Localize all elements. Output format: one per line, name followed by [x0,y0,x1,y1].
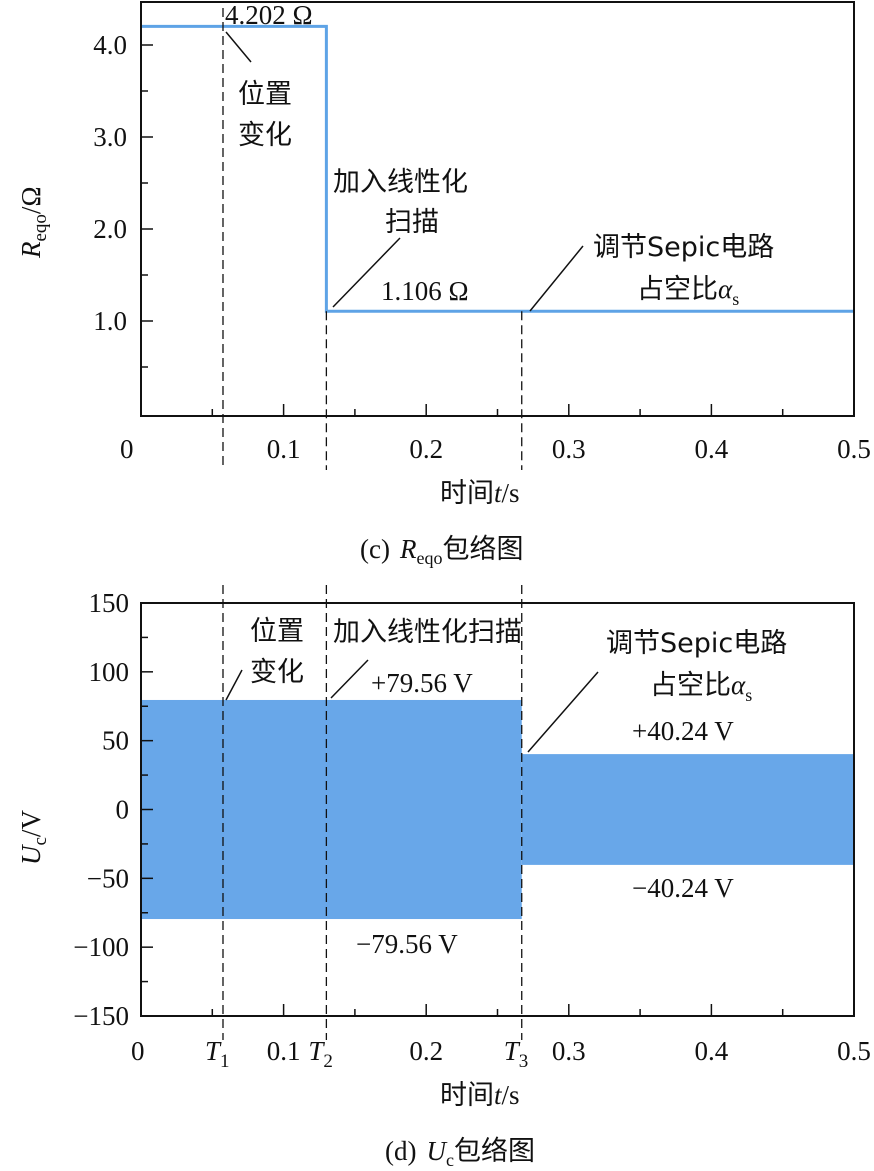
annotation-position-change-2: 变化 [238,120,292,151]
x-tick-label: 0.4 [695,434,729,464]
x-tick-label: 0.5 [837,1036,871,1066]
annotation-linear-scan-1: 加入线性化 [333,167,468,198]
x-tick-label: 0.5 [837,434,871,464]
x-tick-label: 0.2 [409,1036,443,1066]
caption-d: (d) Uc包络图 [385,1136,535,1170]
y-axis-label-d: Uc/V [16,810,51,865]
leader-line [529,245,584,312]
x-tick-label: 0.3 [552,1036,586,1066]
annotation-upper1: +79.56 V [371,668,473,698]
x-tick-label: 0.2 [409,434,443,464]
annotation-upper2: +40.24 V [632,716,734,746]
uc-envelope-band [521,754,854,865]
annotation-sepic-1: 调节Sepic电路 [593,232,774,263]
uc-envelope-band [141,699,522,920]
y-tick-label: 150 [89,588,130,618]
x-tick-label: 0.3 [552,434,586,464]
chart-reqo-envelope: 1.0 2.0 3.0 4.0 0 0.1 0.2 0.3 0.4 0.5 [93,1,871,470]
x-axis-label-c: 时间t/s [440,478,520,509]
annotation-position-change-1: 位置 [250,616,304,647]
event-time-label: T3 [504,1036,529,1072]
y-tick-label: 1.0 [93,306,127,336]
y-tick-label: 3.0 [93,122,127,152]
y-axis-label-c: Reqo/Ω [16,186,51,259]
x-tick-label: 0.1 [267,1036,301,1066]
annotation-linear-scan: 加入线性化扫描 [333,617,522,648]
annotation-position-change-1: 位置 [238,79,292,110]
annotation-sepic-2: 占空比αs [637,274,739,309]
annotation-sepic-2: 占空比αs [650,670,752,705]
annotation-4202: 4.202 Ω [225,0,313,30]
y-tick-label: 4.0 [93,30,127,60]
annotation-sepic-1: 调节Sepic电路 [606,628,787,659]
plot-frame [140,1,855,417]
y-tick-label: 100 [89,657,130,687]
x-tick-label: 0 [120,434,134,464]
leader-line [527,671,599,753]
reqo-line [141,24,854,313]
annotation-lower1: −79.56 V [356,929,458,959]
y-tick-label: 50 [102,726,129,756]
x-axis-label-d: 时间t/s [440,1080,520,1111]
y-tick-label: 2.0 [93,214,127,244]
annotation-1106: 1.106 Ω [381,276,469,306]
leader-line [225,31,252,63]
annotation-position-change-2: 变化 [250,657,304,688]
event-time-label: T1 [205,1036,230,1072]
y-tick-label: −100 [73,932,129,962]
x-tick-label: 0.1 [267,434,301,464]
caption-c: (c) Reqo包络图 [360,534,523,568]
y-tick-label: −50 [87,863,129,893]
annotation-linear-scan-2: 扫描 [385,207,439,238]
leader-line [332,237,401,308]
y-tick-label: 0 [116,795,130,825]
x-tick-label: 0 [131,1036,145,1066]
y-tick-label: −150 [73,1001,129,1031]
x-tick-label: 0.4 [695,1036,729,1066]
leader-line [330,659,369,699]
annotation-lower2: −40.24 V [632,873,734,903]
leader-line [225,669,243,701]
event-time-label: T2 [308,1036,333,1072]
chart-uc-envelope: −150 −100 −50 0 50 100 150 0 0.1 0.2 0.3 0.4 0.5 T1 T2… [73,585,871,1072]
